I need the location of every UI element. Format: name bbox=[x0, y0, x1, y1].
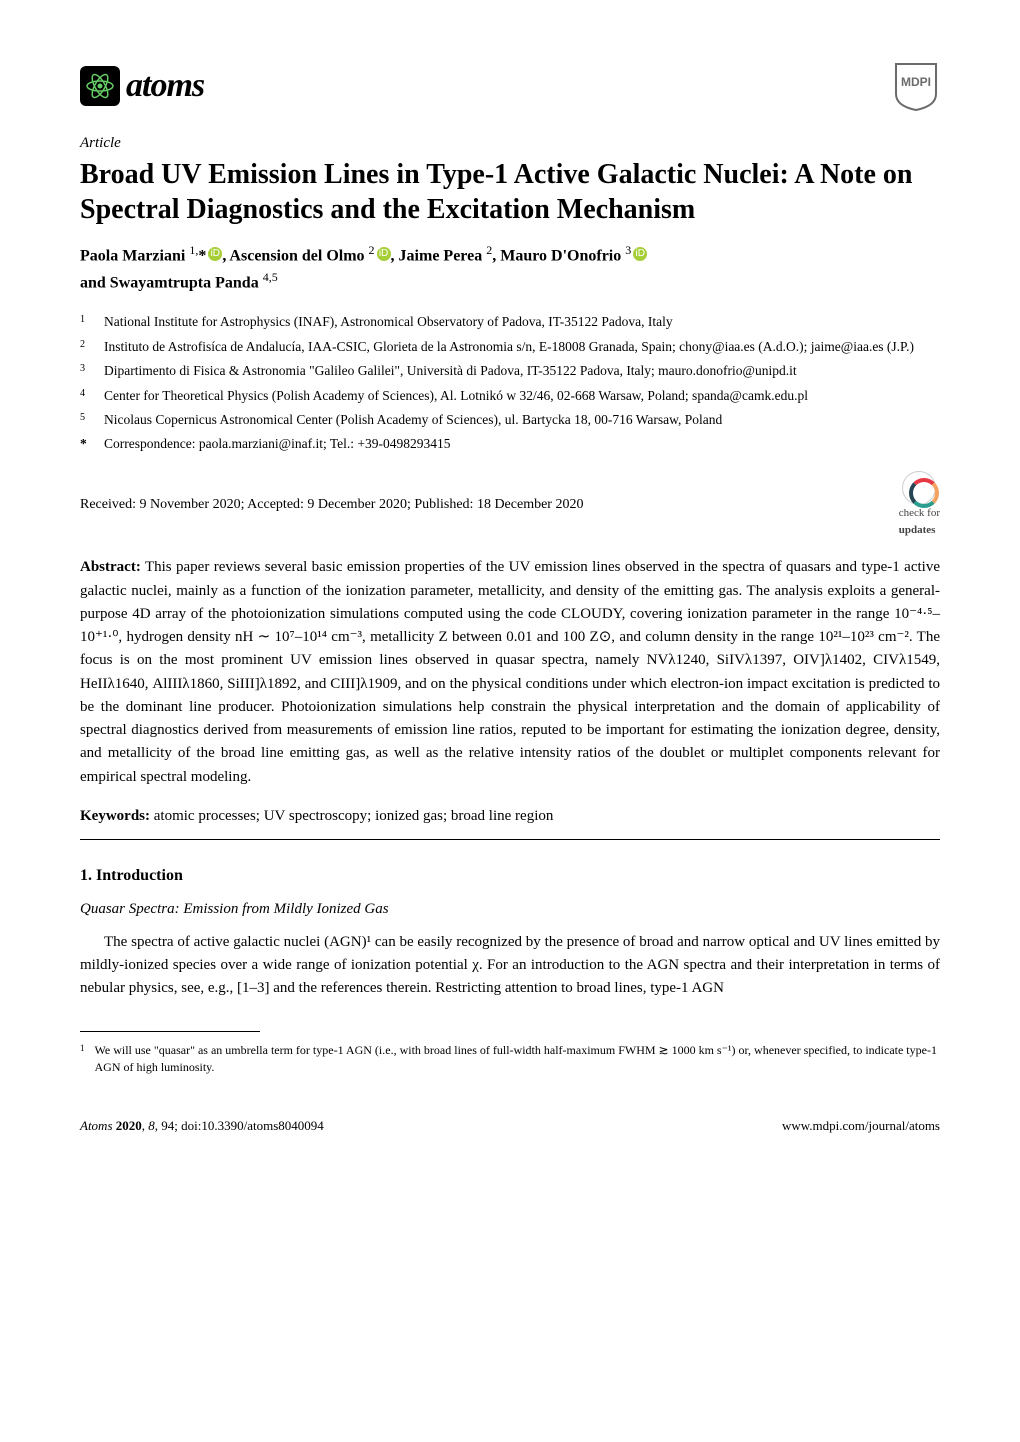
affil-text: Instituto de Astrofisíca de Andalucía, I… bbox=[104, 337, 940, 359]
atoms-logo-icon bbox=[80, 66, 120, 106]
affil-text: Dipartimento di Fisica & Astronomia "Gal… bbox=[104, 361, 940, 383]
affiliations-block: 1 National Institute for Astrophysics (I… bbox=[80, 312, 940, 455]
page-footer: Atoms 2020, 8, 94; doi:10.3390/atoms8040… bbox=[80, 1116, 940, 1136]
author-4: , Mauro D'Onofrio bbox=[492, 247, 625, 264]
affiliation-row: 1 National Institute for Astrophysics (I… bbox=[80, 312, 940, 334]
orcid-icon[interactable]: iD bbox=[633, 247, 647, 261]
correspondence-text: Correspondence: paola.marziani@inaf.it; … bbox=[104, 434, 940, 455]
abstract-label: Abstract: bbox=[80, 559, 141, 575]
affil-num: 5 bbox=[80, 410, 92, 432]
dates-row: Received: 9 November 2020; Accepted: 9 D… bbox=[80, 471, 940, 538]
corresponding-star: * bbox=[198, 247, 206, 264]
journal-logo-text: atoms bbox=[126, 60, 204, 111]
svg-text:MDPI: MDPI bbox=[901, 75, 931, 89]
keywords-label: Keywords: bbox=[80, 808, 150, 824]
affiliation-row: 4 Center for Theoretical Physics (Polish… bbox=[80, 386, 940, 408]
footnote-separator bbox=[80, 1031, 260, 1032]
updates-label: check for bbox=[899, 507, 940, 519]
publisher-logo: MDPI bbox=[892, 60, 940, 112]
article-title: Broad UV Emission Lines in Type-1 Active… bbox=[80, 157, 940, 227]
updates-circle-icon bbox=[902, 471, 936, 505]
affil-text: Nicolaus Copernicus Astronomical Center … bbox=[104, 410, 940, 432]
affiliation-row: 5 Nicolaus Copernicus Astronomical Cente… bbox=[80, 410, 940, 432]
author-1-affil: 1, bbox=[189, 243, 198, 257]
affil-text: Center for Theoretical Physics (Polish A… bbox=[104, 386, 940, 408]
correspondence-row: * Correspondence: paola.marziani@inaf.it… bbox=[80, 434, 940, 455]
author-2-affil: 2 bbox=[369, 243, 375, 257]
affil-num: 1 bbox=[80, 312, 92, 334]
subsection-heading: Quasar Spectra: Emission from Mildly Ion… bbox=[80, 898, 940, 921]
header-row: atoms MDPI bbox=[80, 60, 940, 112]
author-1: Paola Marziani bbox=[80, 247, 189, 264]
authors-block: Paola Marziani 1,*iD, Ascension del Olmo… bbox=[80, 241, 940, 297]
author-2: , Ascension del Olmo bbox=[222, 247, 368, 264]
keywords-text: atomic processes; UV spectroscopy; ioniz… bbox=[150, 808, 553, 824]
footer-left: Atoms 2020, 8, 94; doi:10.3390/atoms8040… bbox=[80, 1116, 324, 1136]
orcid-icon[interactable]: iD bbox=[377, 247, 391, 261]
affiliation-row: 3 Dipartimento di Fisica & Astronomia "G… bbox=[80, 361, 940, 383]
orcid-icon[interactable]: iD bbox=[208, 247, 222, 261]
section-heading: 1. Introduction bbox=[80, 864, 940, 888]
body-paragraph: The spectra of active galactic nuclei (A… bbox=[80, 931, 940, 1001]
divider bbox=[80, 839, 940, 840]
affil-num: 2 bbox=[80, 337, 92, 359]
article-type: Article bbox=[80, 132, 940, 155]
check-updates-badge[interactable]: check for updates bbox=[899, 471, 940, 538]
author-5-affil: 4,5 bbox=[263, 270, 278, 284]
abstract-text: This paper reviews several basic emissio… bbox=[80, 559, 940, 784]
updates-label-bold: updates bbox=[899, 524, 936, 536]
abstract-block: Abstract: This paper reviews several bas… bbox=[80, 556, 940, 789]
author-5: and Swayamtrupta Panda bbox=[80, 275, 263, 292]
mdpi-shield-icon: MDPI bbox=[892, 60, 940, 112]
footer-right[interactable]: www.mdpi.com/journal/atoms bbox=[782, 1116, 940, 1136]
affil-num: 4 bbox=[80, 386, 92, 408]
keywords-block: Keywords: atomic processes; UV spectrosc… bbox=[80, 805, 940, 828]
author-3: , Jaime Perea bbox=[391, 247, 487, 264]
affil-text: National Institute for Astrophysics (INA… bbox=[104, 312, 940, 334]
footnote-number: 1 bbox=[80, 1042, 85, 1077]
author-4-affil: 3 bbox=[625, 243, 631, 257]
correspondence-star: * bbox=[80, 434, 92, 455]
affiliation-row: 2 Instituto de Astrofisíca de Andalucía,… bbox=[80, 337, 940, 359]
footnote-text: We will use "quasar" as an umbrella term… bbox=[95, 1042, 941, 1077]
journal-logo: atoms bbox=[80, 60, 204, 111]
dates-text: Received: 9 November 2020; Accepted: 9 D… bbox=[80, 494, 583, 515]
affil-num: 3 bbox=[80, 361, 92, 383]
footnote: 1 We will use "quasar" as an umbrella te… bbox=[80, 1042, 940, 1077]
